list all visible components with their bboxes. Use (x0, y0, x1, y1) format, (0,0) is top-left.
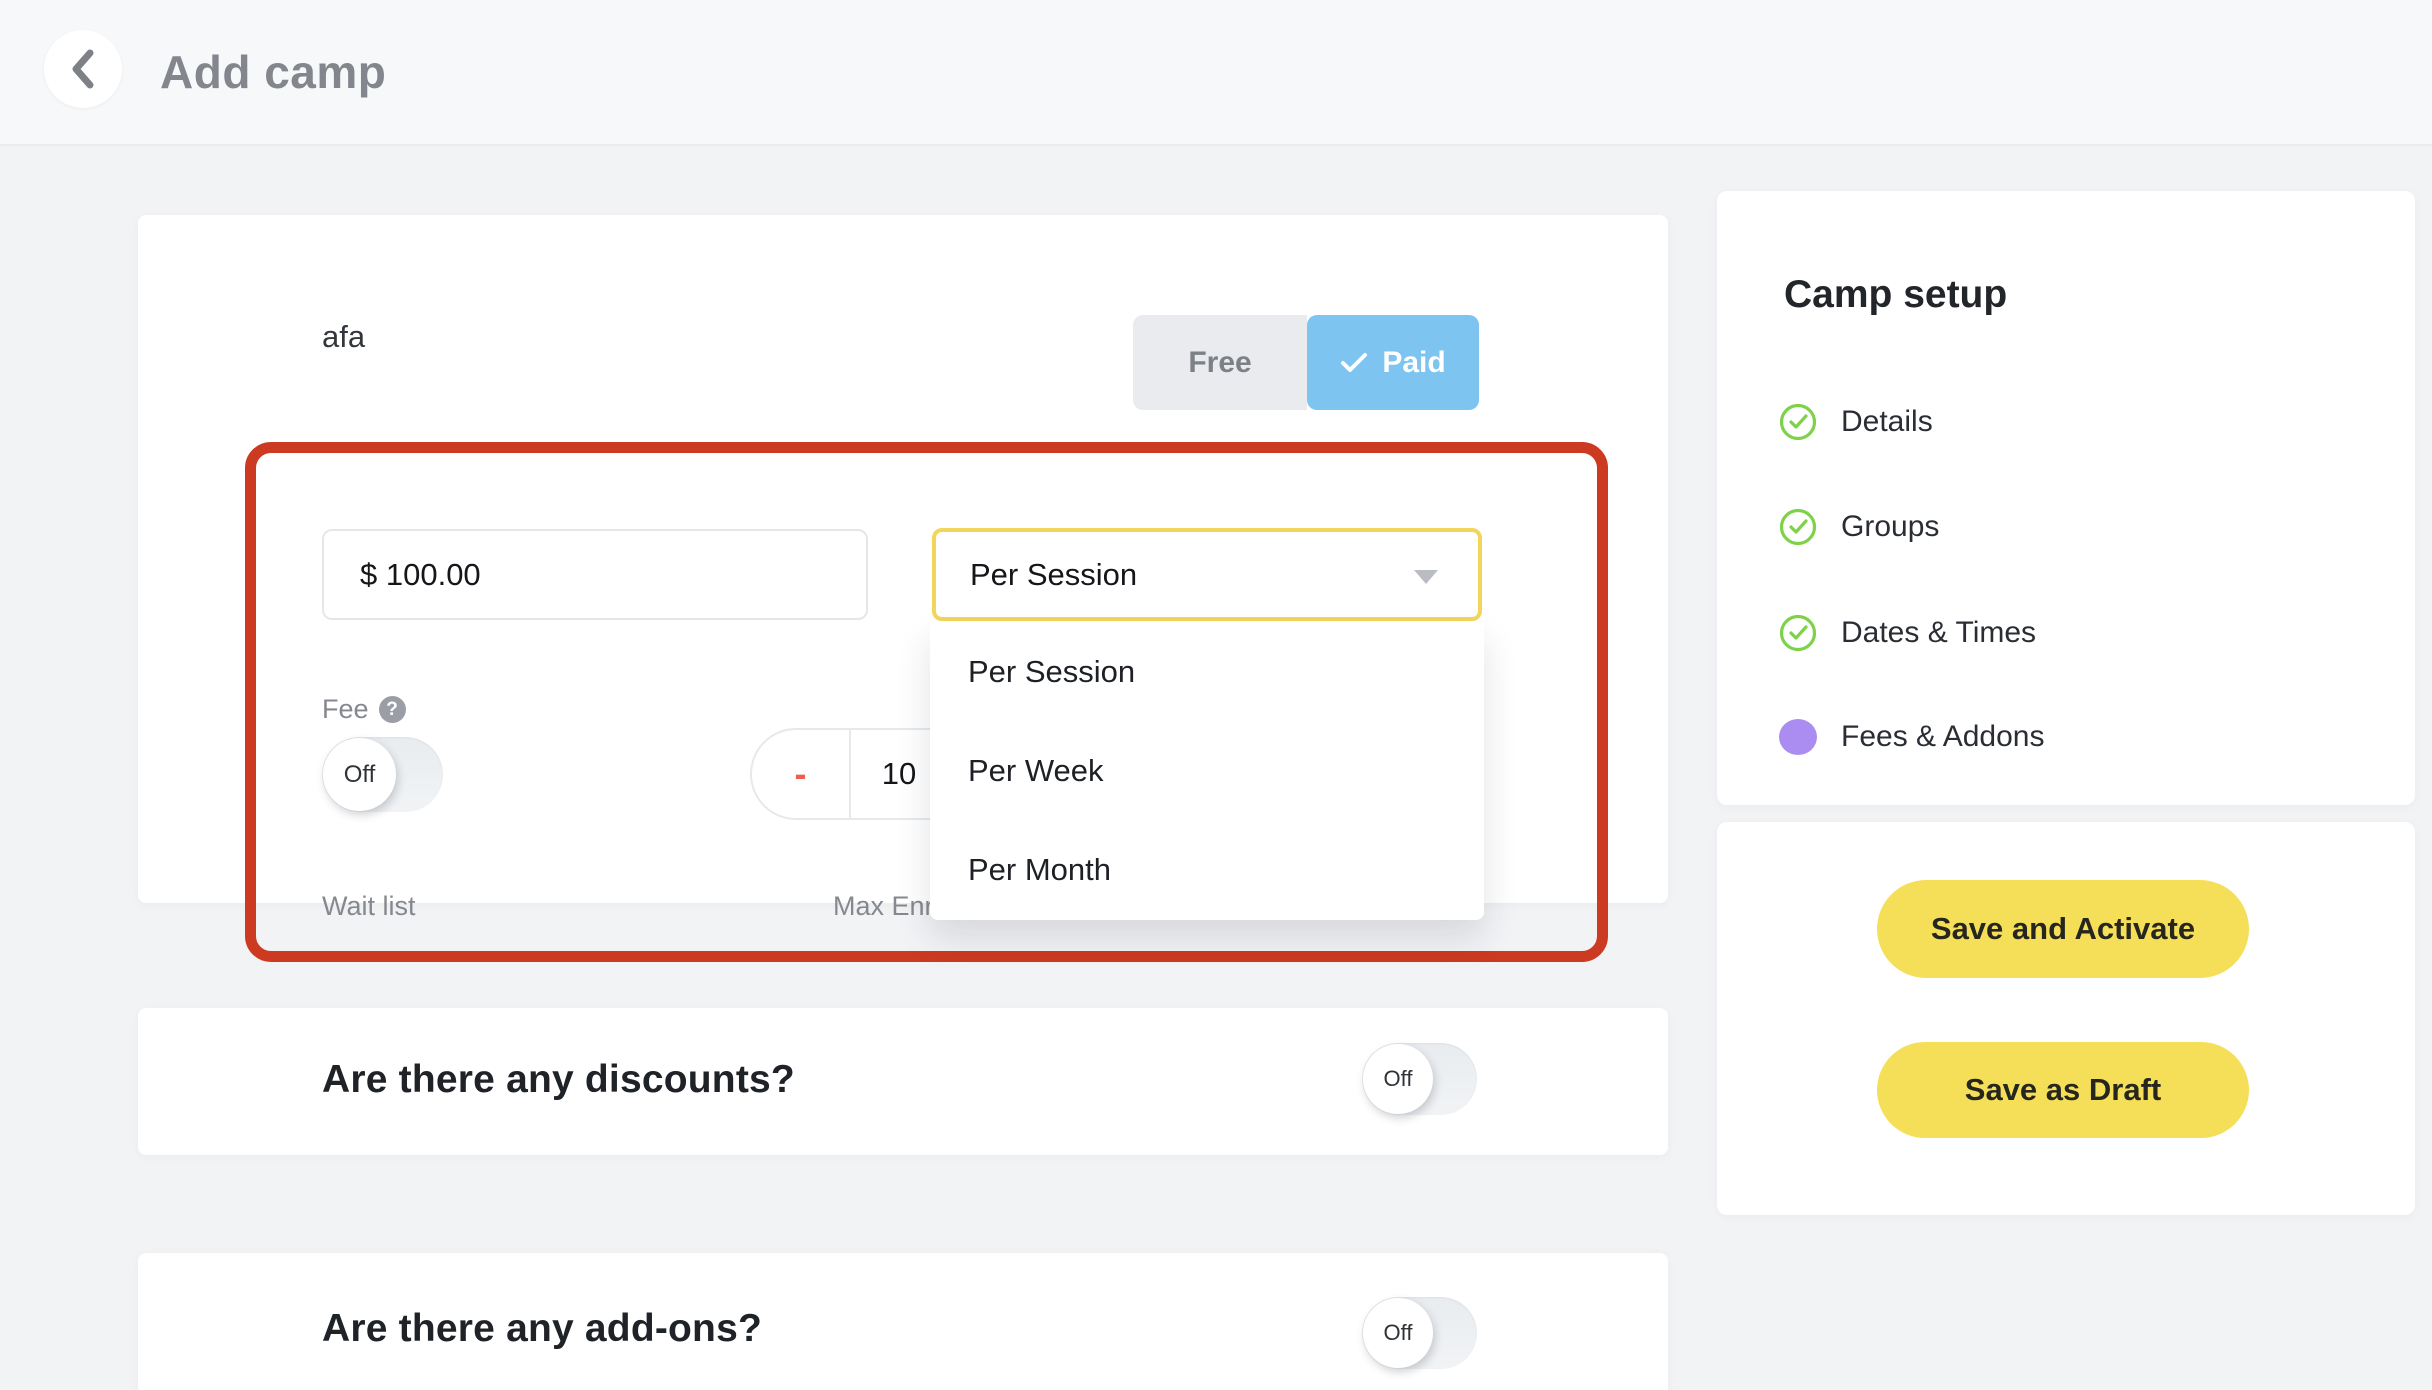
sidebar-item-dates-times[interactable]: Dates & Times (1779, 614, 2036, 652)
wait-list-toggle-knob[interactable]: Off (323, 738, 396, 811)
chevron-left-icon (72, 49, 94, 89)
addons-card: Are there any add-ons? Off (138, 1253, 1668, 1390)
fees-card: afa Free Paid Fee ? $ 100.00 Billing cyc… (138, 215, 1668, 962)
wait-list-label-text: Wait list (322, 891, 416, 921)
chevron-down-icon (1414, 570, 1438, 584)
sidebar-item-label: Fees & Addons (1841, 720, 2045, 753)
back-button[interactable] (44, 30, 122, 108)
billing-cycle-dropdown: Per Session Per Week Per Month (930, 622, 1484, 920)
page-title: Add camp (160, 46, 387, 98)
fee-value: $ 100.00 (360, 556, 481, 592)
dropdown-option-per-week[interactable]: Per Week (968, 752, 1104, 788)
camp-setup-title: Camp setup (1784, 273, 2008, 316)
camp-setup-card: Camp setup Details Groups Dates & Times (1717, 191, 2415, 805)
wait-list-toggle[interactable]: Off (322, 737, 443, 812)
discounts-toggle[interactable]: Off (1362, 1043, 1477, 1115)
dropdown-option-per-session[interactable]: Per Session (968, 653, 1136, 689)
actions-card: Save and Activate Save as Draft (1717, 822, 2415, 1215)
check-circle-icon (1779, 403, 1817, 441)
sidebar-item-details[interactable]: Details (1779, 403, 1933, 441)
page-header: Add camp (0, 0, 2432, 146)
camp-name-label: afa (322, 319, 366, 354)
check-icon (1341, 352, 1368, 372)
sidebar-item-label: Groups (1841, 510, 1940, 543)
addons-toggle[interactable]: Off (1362, 1297, 1477, 1369)
addons-toggle-knob[interactable]: Off (1363, 1298, 1433, 1368)
paid-option-button[interactable]: Paid (1307, 315, 1479, 410)
sidebar-item-label: Dates & Times (1841, 616, 2037, 649)
discounts-card: Are there any discounts? Off (138, 1008, 1668, 1155)
sidebar-item-groups[interactable]: Groups (1779, 508, 1939, 546)
wait-list-label: Wait list (322, 891, 416, 922)
fee-label-text: Fee (322, 694, 369, 724)
current-step-dot-icon (1779, 719, 1817, 755)
free-option-label: Free (1188, 345, 1252, 379)
check-circle-icon (1779, 508, 1817, 546)
discounts-question: Are there any discounts? (322, 1058, 795, 1101)
save-as-draft-button[interactable]: Save as Draft (1877, 1042, 2249, 1138)
addons-question: Are there any add-ons? (322, 1307, 762, 1350)
free-option-button[interactable]: Free (1133, 315, 1307, 410)
check-circle-icon (1779, 614, 1817, 652)
dropdown-option-per-month[interactable]: Per Month (968, 852, 1112, 888)
sidebar-item-label: Details (1841, 405, 1933, 438)
sidebar-item-fees-addons[interactable]: Fees & Addons (1779, 719, 2044, 755)
fee-label: Fee ? (322, 694, 406, 725)
fee-input[interactable]: $ 100.00 (322, 529, 868, 620)
decrement-button[interactable]: - (752, 730, 849, 818)
help-icon[interactable]: ? (378, 696, 406, 723)
billing-cycle-select[interactable]: Per Session (932, 528, 1482, 621)
billing-cycle-selected-value: Per Session (970, 556, 1138, 592)
save-and-activate-button[interactable]: Save and Activate (1877, 880, 2249, 978)
pricing-toggle: Free Paid (1133, 315, 1479, 410)
paid-option-label: Paid (1382, 345, 1446, 379)
discounts-toggle-knob[interactable]: Off (1363, 1044, 1433, 1114)
